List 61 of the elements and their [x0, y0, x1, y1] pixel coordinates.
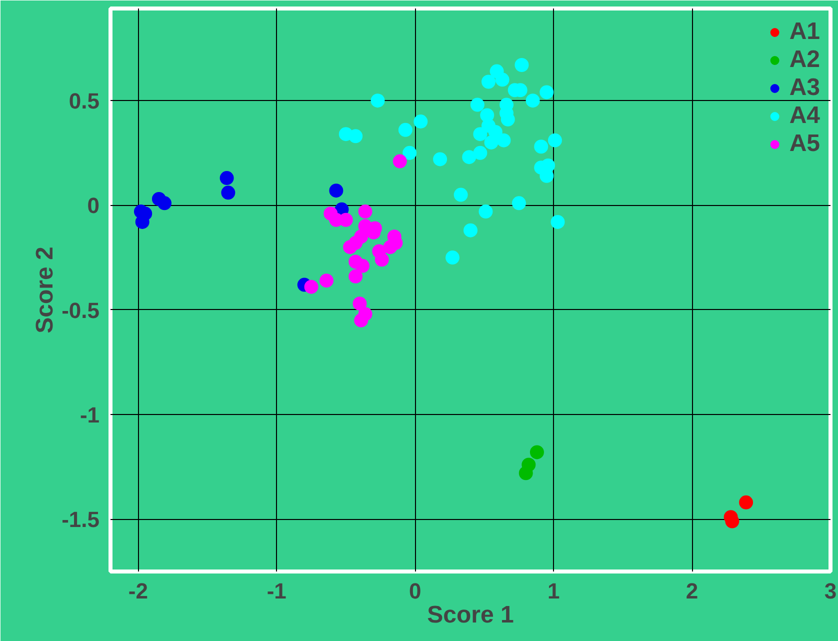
point [221, 186, 236, 200]
point [320, 274, 334, 288]
x-tick-label: 3 [824, 578, 837, 604]
x-axis-title: Score 1 [427, 602, 514, 628]
y-tick-label: -1.5 [62, 507, 100, 532]
point [398, 122, 412, 137]
point [158, 196, 172, 210]
point [343, 240, 358, 254]
point [304, 280, 318, 294]
point [354, 313, 368, 328]
point [473, 146, 488, 160]
x-tick-label: 1 [547, 578, 560, 604]
point [329, 184, 344, 198]
point [348, 269, 363, 284]
point [374, 252, 389, 267]
point [473, 127, 488, 142]
point [534, 140, 548, 154]
point [482, 74, 496, 89]
y-axis-title: Score 2 [32, 246, 59, 334]
point [739, 495, 754, 510]
y-tick-label: -1 [80, 402, 100, 428]
point [470, 98, 484, 112]
y-tick-label: -0.5 [62, 298, 100, 323]
point [338, 127, 353, 142]
point [414, 114, 428, 129]
point [402, 146, 417, 160]
point [446, 250, 460, 265]
point [464, 223, 478, 238]
point [370, 94, 385, 108]
point [550, 214, 565, 229]
point [478, 204, 493, 218]
point [220, 171, 234, 186]
point [358, 204, 372, 218]
point [548, 133, 562, 148]
point [514, 58, 529, 72]
point [484, 135, 498, 150]
point [496, 133, 511, 148]
y-tick-label: 0 [87, 193, 100, 218]
x-tick-label: 2 [686, 578, 698, 604]
y-tick-label: 0.5 [68, 88, 100, 114]
legend-label: A2 [789, 46, 820, 74]
x-tick-label: -2 [128, 578, 148, 604]
point [462, 150, 476, 164]
legend-label: A4 [789, 102, 820, 130]
point [540, 85, 554, 100]
x-tick-label: 0 [409, 578, 422, 604]
point [356, 258, 370, 273]
legend-label: A1 [789, 18, 820, 46]
point [518, 466, 533, 480]
point [383, 240, 398, 254]
point [512, 196, 526, 210]
point [352, 296, 367, 311]
legend-label: A5 [789, 130, 820, 158]
point [530, 445, 544, 460]
point [495, 72, 510, 87]
point [454, 188, 468, 202]
point [433, 152, 448, 166]
legend-label: A3 [789, 74, 820, 102]
point [526, 94, 540, 108]
point [392, 154, 407, 168]
x-tick-label: -1 [266, 578, 286, 604]
